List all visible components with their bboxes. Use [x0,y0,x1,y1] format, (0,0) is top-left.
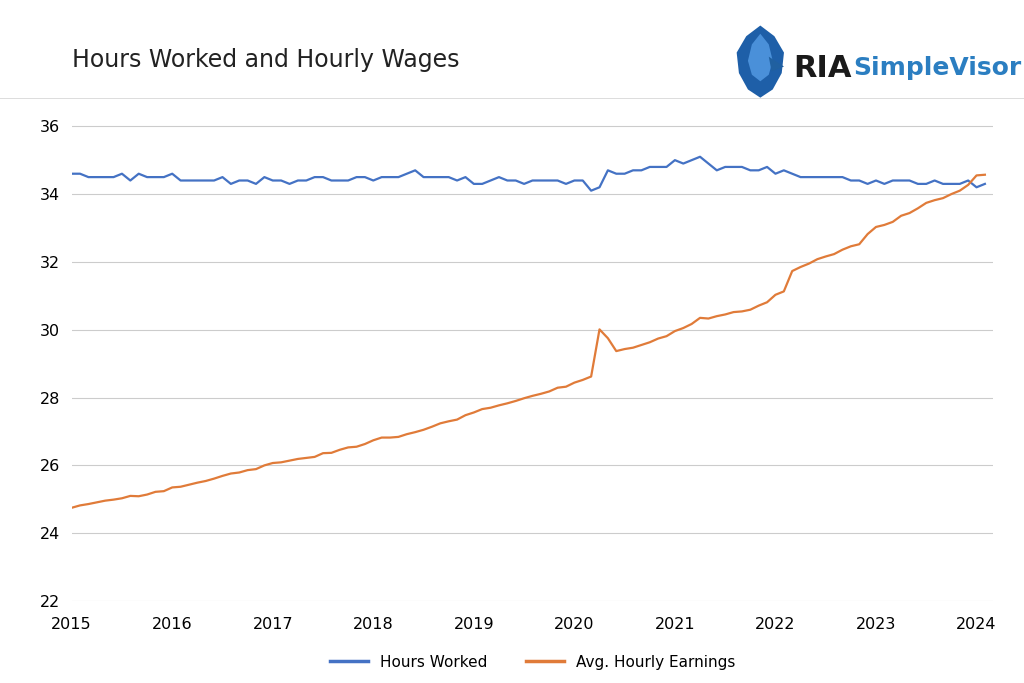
Text: RIA: RIA [794,54,852,83]
Text: Hours Worked and Hourly Wages: Hours Worked and Hourly Wages [72,48,459,72]
PathPatch shape [736,25,784,98]
Legend: Hours Worked, Avg. Hourly Earnings: Hours Worked, Avg. Hourly Earnings [330,654,735,669]
Text: SimpleVisor: SimpleVisor [853,56,1021,81]
PathPatch shape [748,33,773,81]
PathPatch shape [769,57,784,72]
